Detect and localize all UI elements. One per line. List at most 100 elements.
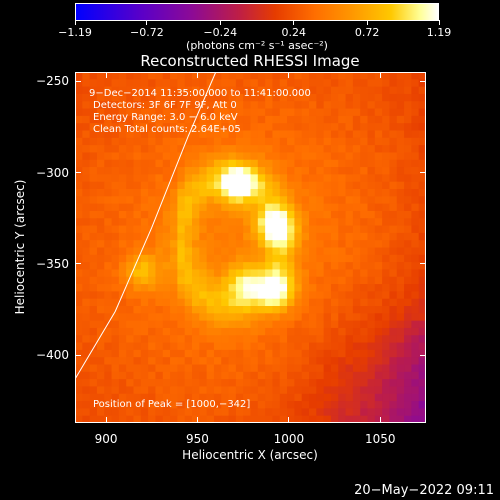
heatmap-cell [177, 269, 186, 278]
heatmap-cell [133, 86, 142, 95]
heatmap-cell [118, 393, 127, 402]
heatmap-cell [75, 130, 83, 139]
heatmap-cell [265, 86, 274, 95]
heatmap-cell [309, 386, 317, 395]
heatmap-cell [89, 130, 98, 139]
heatmap-cell [265, 254, 274, 263]
heatmap-cell [404, 232, 412, 241]
heatmap-cell [396, 152, 405, 161]
heatmap-cell [323, 115, 332, 124]
heatmap-cell [272, 320, 281, 329]
heatmap-cell [148, 386, 157, 395]
heatmap-cell [235, 159, 244, 168]
annotation-time: 9−Dec−2014 11:35:00.000 to 11:41:00.000 [89, 88, 311, 99]
heatmap-cell [82, 240, 91, 249]
heatmap-cell [118, 218, 127, 227]
heatmap-cell [418, 262, 426, 271]
heatmap-cell [155, 108, 164, 117]
heatmap-cell [126, 130, 135, 139]
heatmap-cell [389, 123, 398, 132]
heatmap-cell [96, 371, 105, 380]
heatmap-cell [148, 196, 157, 205]
heatmap-cell [265, 240, 274, 249]
heatmap-cell [367, 306, 376, 314]
heatmap-cell [396, 254, 405, 263]
heatmap-cell [323, 79, 332, 88]
heatmap-cell [75, 232, 83, 241]
heatmap-cell [162, 225, 171, 234]
heatmap-cell [345, 247, 354, 256]
heatmap-cell [411, 254, 420, 263]
heatmap-cell [96, 262, 105, 271]
heatmap-cell [235, 101, 244, 110]
heatmap-cell [221, 327, 230, 336]
heatmap-cell [301, 123, 310, 132]
heatmap-cell [96, 225, 105, 234]
heatmap-cell [360, 159, 369, 168]
heatmap-cell [330, 408, 339, 417]
heatmap-cell [170, 408, 178, 417]
heatmap-cell [96, 357, 105, 366]
heatmap-cell [228, 189, 237, 197]
heatmap-cell [352, 306, 361, 314]
heatmap-cell [250, 108, 259, 117]
heatmap-cell [89, 298, 98, 307]
heatmap-cell [162, 123, 171, 132]
heatmap-cell [250, 408, 259, 417]
heatmap-cell [250, 262, 259, 271]
heatmap-cell [206, 298, 215, 307]
heatmap-cell [213, 401, 222, 409]
heatmap-cell [374, 152, 383, 161]
heatmap-cell [389, 225, 398, 234]
heatmap-cell [338, 327, 347, 336]
heatmap-cell [411, 72, 420, 80]
heatmap-cell [199, 159, 208, 168]
heatmap-cell [396, 167, 405, 175]
heatmap-cell [250, 393, 259, 402]
heatmap-cell [360, 415, 369, 423]
heatmap-cell [75, 86, 83, 95]
heatmap-cell [382, 349, 391, 358]
heatmap-cell [250, 218, 259, 227]
heatmap-cell [75, 284, 83, 292]
heatmap-cell [352, 298, 361, 307]
heatmap-cell [221, 108, 230, 117]
heatmap-image [75, 72, 426, 423]
heatmap-cell [111, 364, 120, 373]
heatmap-cell [330, 210, 339, 219]
heatmap-cell [243, 115, 252, 124]
heatmap-cell [162, 93, 171, 102]
heatmap-cell [279, 210, 288, 219]
heatmap-cell [330, 108, 339, 117]
heatmap-cell [418, 101, 426, 110]
heatmap-cell [133, 72, 142, 80]
heatmap-cell [301, 254, 310, 263]
heatmap-cell [294, 335, 303, 344]
heatmap-cell [118, 306, 127, 314]
heatmap-cell [148, 86, 157, 95]
heatmap-cell [133, 123, 142, 132]
heatmap-cell [199, 415, 208, 423]
heatmap-cell [374, 225, 383, 234]
heatmap-cell [250, 174, 259, 183]
heatmap-cell [155, 327, 164, 336]
heatmap-cell [235, 247, 244, 256]
heatmap-cell [235, 408, 244, 417]
heatmap-cell [389, 379, 398, 388]
heatmap-cell [265, 93, 274, 102]
heatmap-cell [309, 123, 317, 132]
heatmap-cell [272, 203, 281, 212]
heatmap-cell [330, 145, 339, 154]
heatmap-cell [257, 284, 266, 292]
heatmap-cell [345, 298, 354, 307]
heatmap-cell [96, 335, 105, 344]
heatmap-cell [170, 349, 178, 358]
heatmap-cell [89, 152, 98, 161]
heatmap-cell [265, 298, 274, 307]
heatmap-cell [301, 364, 310, 373]
heatmap-cell [418, 159, 426, 168]
heatmap-cell [257, 371, 266, 380]
heatmap-cell [243, 167, 252, 175]
heatmap-cell [265, 357, 274, 366]
heatmap-cell [243, 181, 252, 190]
